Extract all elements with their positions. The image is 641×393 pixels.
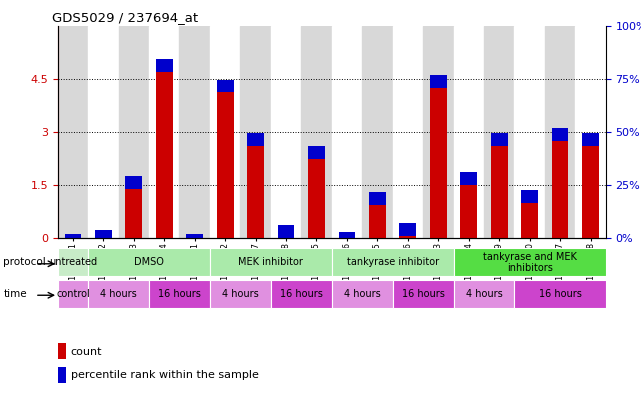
Bar bbox=[392, 280, 454, 308]
Bar bbox=[247, 133, 264, 238]
Bar bbox=[545, 26, 576, 238]
Bar bbox=[210, 280, 271, 308]
Text: 4 hours: 4 hours bbox=[344, 289, 381, 299]
Bar bbox=[399, 223, 416, 238]
Bar bbox=[217, 80, 233, 92]
Bar bbox=[210, 248, 332, 277]
Bar bbox=[552, 128, 569, 141]
Bar bbox=[58, 280, 88, 308]
Bar bbox=[308, 146, 325, 158]
Bar bbox=[308, 146, 325, 238]
Bar bbox=[88, 280, 149, 308]
Bar bbox=[392, 26, 423, 238]
Bar bbox=[362, 26, 392, 238]
Text: 16 hours: 16 hours bbox=[158, 289, 201, 299]
Bar bbox=[338, 232, 355, 245]
Bar bbox=[582, 133, 599, 238]
Bar bbox=[179, 26, 210, 238]
Bar bbox=[576, 26, 606, 238]
Bar bbox=[430, 75, 447, 88]
Text: control: control bbox=[56, 289, 90, 299]
Bar bbox=[454, 248, 606, 277]
Bar bbox=[187, 233, 203, 246]
Bar bbox=[301, 26, 332, 238]
Bar bbox=[369, 192, 386, 204]
Bar bbox=[240, 26, 271, 238]
Bar bbox=[65, 233, 81, 238]
Bar bbox=[58, 367, 66, 383]
Bar bbox=[484, 26, 515, 238]
Bar bbox=[460, 172, 477, 238]
Bar bbox=[156, 59, 172, 238]
Text: DMSO: DMSO bbox=[134, 257, 164, 267]
Bar bbox=[156, 59, 172, 72]
Text: 4 hours: 4 hours bbox=[465, 289, 503, 299]
Text: tankyrase inhibitor: tankyrase inhibitor bbox=[347, 257, 438, 267]
Bar bbox=[399, 223, 416, 236]
Bar bbox=[58, 343, 66, 360]
Bar bbox=[515, 280, 606, 308]
Bar bbox=[491, 133, 508, 146]
Bar bbox=[521, 190, 538, 203]
Bar bbox=[454, 280, 515, 308]
Bar bbox=[58, 26, 88, 238]
Bar bbox=[126, 176, 142, 238]
Bar bbox=[491, 133, 508, 238]
Bar bbox=[515, 26, 545, 238]
Text: percentile rank within the sample: percentile rank within the sample bbox=[71, 370, 258, 380]
Bar bbox=[552, 128, 569, 238]
Text: time: time bbox=[3, 289, 27, 299]
Bar bbox=[278, 225, 294, 238]
Bar bbox=[119, 26, 149, 238]
Bar bbox=[369, 192, 386, 238]
Bar bbox=[332, 248, 454, 277]
Bar bbox=[460, 172, 477, 185]
Text: 16 hours: 16 hours bbox=[402, 289, 444, 299]
Bar bbox=[88, 248, 210, 277]
Bar bbox=[88, 26, 119, 238]
Text: tankyrase and MEK
inhibitors: tankyrase and MEK inhibitors bbox=[483, 252, 576, 273]
Text: MEK inhibitor: MEK inhibitor bbox=[238, 257, 303, 267]
Bar bbox=[58, 248, 88, 277]
Bar bbox=[149, 26, 179, 238]
Text: protocol: protocol bbox=[3, 257, 46, 267]
Bar bbox=[126, 176, 142, 189]
Bar bbox=[271, 26, 301, 238]
Bar bbox=[521, 190, 538, 238]
Text: 4 hours: 4 hours bbox=[100, 289, 137, 299]
Bar bbox=[210, 26, 240, 238]
Bar bbox=[332, 280, 392, 308]
Bar bbox=[187, 233, 203, 238]
Text: untreated: untreated bbox=[49, 257, 97, 267]
Bar bbox=[95, 230, 112, 243]
Bar bbox=[338, 232, 355, 238]
Text: 16 hours: 16 hours bbox=[280, 289, 322, 299]
Bar bbox=[149, 280, 210, 308]
Bar bbox=[217, 80, 233, 238]
Bar bbox=[582, 133, 599, 146]
Text: 16 hours: 16 hours bbox=[538, 289, 581, 299]
Bar bbox=[271, 280, 332, 308]
Bar bbox=[65, 233, 81, 246]
Bar bbox=[454, 26, 484, 238]
Bar bbox=[430, 75, 447, 238]
Bar bbox=[95, 230, 112, 238]
Text: 4 hours: 4 hours bbox=[222, 289, 259, 299]
Bar bbox=[278, 225, 294, 238]
Bar bbox=[423, 26, 454, 238]
Bar bbox=[332, 26, 362, 238]
Text: GDS5029 / 237694_at: GDS5029 / 237694_at bbox=[52, 11, 198, 24]
Bar bbox=[247, 133, 264, 146]
Text: count: count bbox=[71, 347, 102, 357]
